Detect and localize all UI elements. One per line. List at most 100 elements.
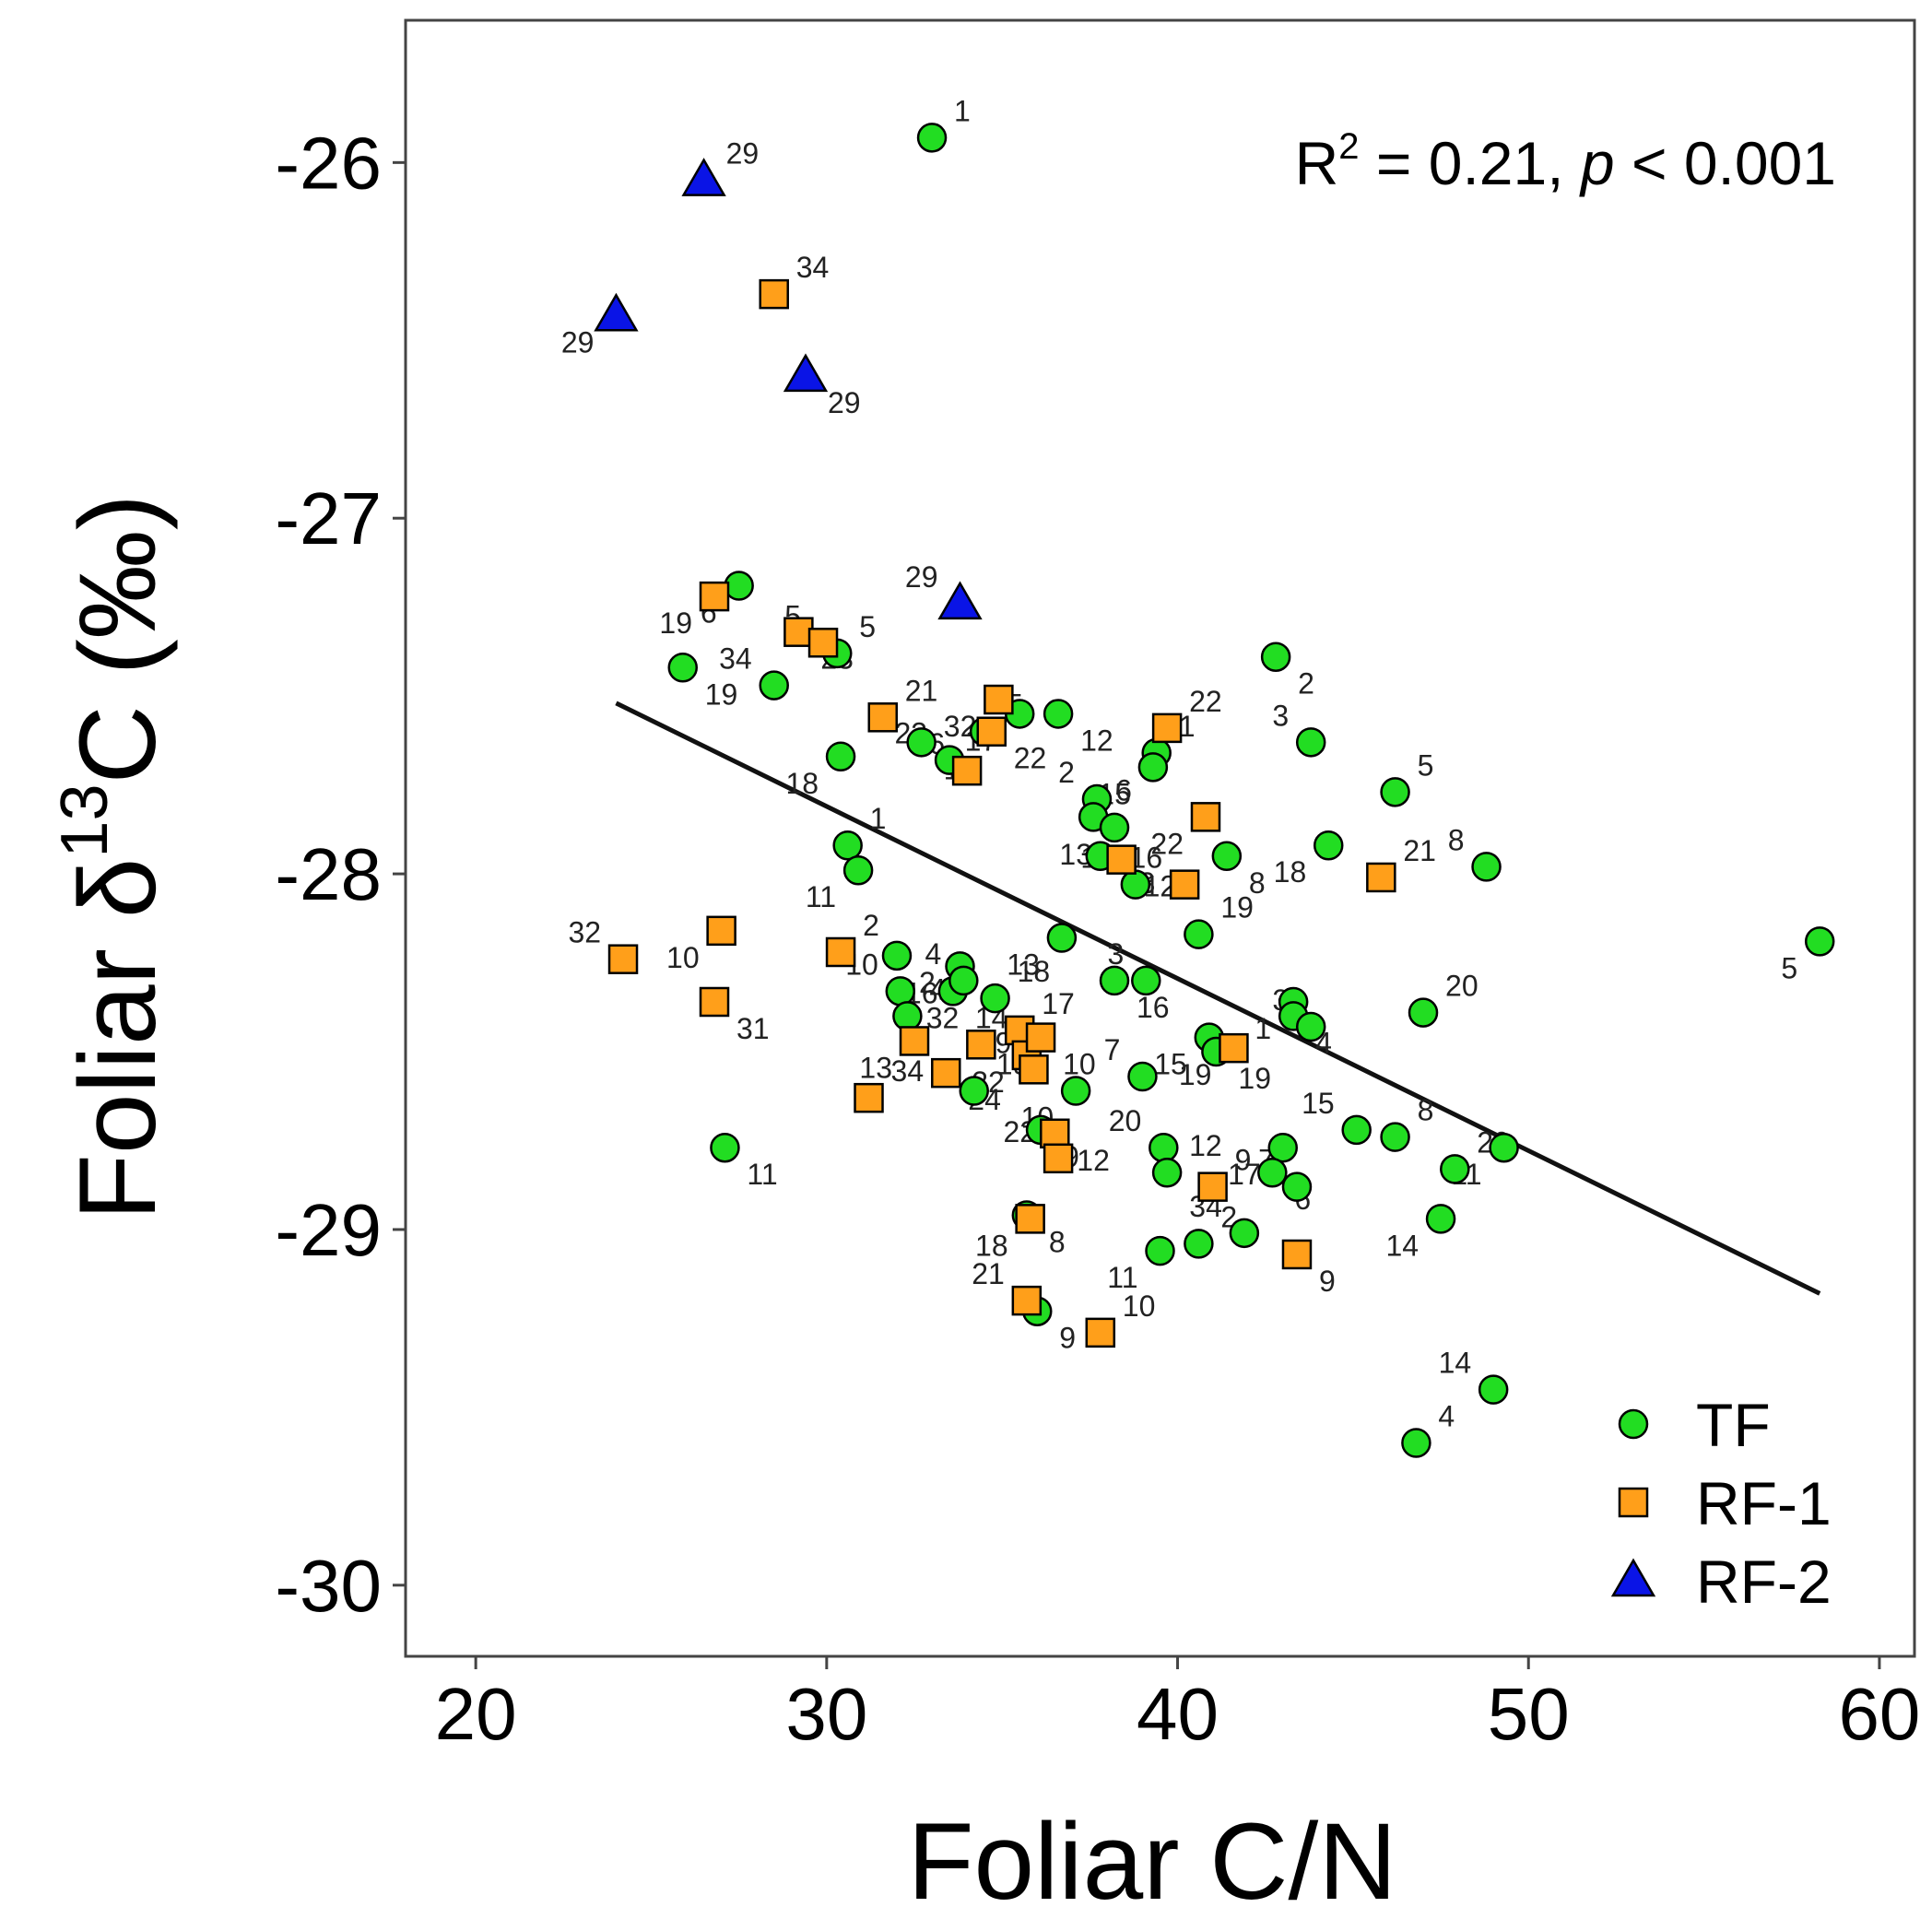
point-label: 13 bbox=[1007, 948, 1040, 982]
x-tick-label: 30 bbox=[785, 1673, 867, 1755]
data-point-tf bbox=[1267, 1132, 1298, 1163]
data-point-rf-2 bbox=[937, 581, 983, 620]
point-label: 8 bbox=[1249, 866, 1266, 900]
p-value: < 0.001 bbox=[1615, 129, 1836, 197]
point-label: 12 bbox=[1080, 724, 1113, 757]
legend-marker-tf bbox=[1618, 1408, 1649, 1440]
y-tick-label: -27 bbox=[275, 477, 382, 559]
data-point-tf bbox=[1060, 1076, 1091, 1106]
data-point-tf bbox=[1380, 777, 1410, 807]
point-label: 18 bbox=[1018, 955, 1051, 988]
point-label: 2 bbox=[1298, 667, 1314, 700]
point-label: 19 bbox=[705, 677, 738, 711]
point-label: 18 bbox=[1274, 855, 1307, 889]
point-label: 17 bbox=[1228, 1158, 1261, 1191]
data-point-tf bbox=[1127, 1061, 1158, 1092]
point-label: 9 bbox=[1319, 1265, 1336, 1298]
data-point-rf-1 bbox=[984, 684, 1014, 715]
data-point-tf bbox=[1380, 1122, 1410, 1152]
data-point-rf-1 bbox=[607, 944, 639, 974]
point-label: 15 bbox=[1302, 1087, 1335, 1120]
data-point-rf-1 bbox=[1281, 1239, 1313, 1270]
point-label: 22 bbox=[1189, 685, 1222, 718]
y-tick-label: -28 bbox=[275, 833, 382, 915]
point-label: 22 bbox=[1014, 742, 1047, 775]
point-label: 17 bbox=[1042, 987, 1075, 1020]
point-label: 13 bbox=[859, 1051, 892, 1084]
data-point-rf-1 bbox=[699, 986, 730, 1018]
data-point-tf bbox=[1401, 1428, 1431, 1458]
data-point-rf-1 bbox=[825, 936, 856, 968]
data-point-tf bbox=[667, 653, 699, 683]
point-label: 8 bbox=[1448, 823, 1465, 856]
data-point-tf bbox=[1184, 919, 1214, 949]
point-label: 12 bbox=[1077, 1144, 1110, 1177]
point-label: 5 bbox=[1418, 748, 1434, 782]
data-point-tf bbox=[1046, 923, 1078, 953]
y-axis-title-prefix: Foliar δ bbox=[57, 858, 179, 1221]
x-tick-label: 50 bbox=[1488, 1673, 1570, 1755]
fit-line-layer bbox=[615, 700, 1821, 1296]
data-point-rf-1 bbox=[759, 278, 789, 310]
x-axis: 20 30 40 50 60 bbox=[435, 1656, 1920, 1755]
data-point-rf-1 bbox=[1025, 1022, 1056, 1053]
point-label: 21 bbox=[905, 674, 938, 707]
point-label: 19 bbox=[1238, 1062, 1271, 1095]
data-point-tf bbox=[1131, 965, 1161, 996]
point-layer bbox=[594, 123, 1835, 1458]
point-label: 3 bbox=[1272, 699, 1289, 732]
data-point-rf-1 bbox=[1366, 862, 1396, 893]
x-tick-label: 40 bbox=[1137, 1673, 1219, 1755]
r-squared-sup: 2 bbox=[1338, 126, 1359, 167]
stats-annotation: R2 = 0.21, p < 0.001 bbox=[1295, 126, 1836, 197]
data-point-tf bbox=[948, 965, 979, 996]
data-point-tf bbox=[1151, 1157, 1183, 1188]
data-point-rf-1 bbox=[966, 1030, 996, 1060]
data-point-rf-1 bbox=[1197, 1171, 1228, 1202]
data-point-tf bbox=[1043, 699, 1074, 729]
data-point-rf-1 bbox=[1085, 1317, 1116, 1348]
data-point-tf bbox=[1099, 965, 1130, 996]
data-point-rf-1 bbox=[931, 1057, 961, 1089]
data-point-tf bbox=[881, 940, 913, 971]
p-symbol: p bbox=[1579, 129, 1615, 197]
point-label: 2 bbox=[863, 909, 879, 942]
point-label: 32 bbox=[926, 1001, 960, 1034]
point-label: 12 bbox=[1189, 1129, 1222, 1162]
data-point-tf bbox=[1478, 1374, 1509, 1405]
legend: TF RF-1 RF-2 bbox=[1610, 1391, 1832, 1616]
point-label: 2 bbox=[1058, 756, 1075, 789]
y-tick-label: -26 bbox=[275, 122, 382, 204]
point-label: 20 bbox=[1109, 1104, 1142, 1137]
point-label: 1 bbox=[954, 94, 971, 127]
point-label: 16 bbox=[1137, 991, 1170, 1024]
data-point-tf bbox=[842, 854, 874, 886]
data-point-tf bbox=[1295, 727, 1326, 758]
point-label: 1 bbox=[870, 802, 887, 835]
regression-line bbox=[615, 700, 1821, 1296]
point-label: 14 bbox=[1439, 1347, 1472, 1380]
point-label: 19 bbox=[1220, 891, 1254, 924]
data-point-rf-2 bbox=[594, 292, 639, 332]
data-point-rf-1 bbox=[976, 716, 1007, 747]
data-point-rf-2 bbox=[783, 353, 829, 393]
data-point-tf bbox=[1281, 1171, 1313, 1202]
data-point-tf bbox=[885, 976, 916, 1007]
data-point-tf bbox=[959, 1076, 989, 1106]
point-label: 5 bbox=[859, 610, 876, 643]
legend-label: RF-1 bbox=[1696, 1469, 1832, 1537]
point-label: 1 bbox=[1179, 710, 1196, 743]
point-label: 8 bbox=[1049, 1226, 1066, 1259]
point-label: 10 bbox=[1063, 1048, 1096, 1081]
point-label: 18 bbox=[975, 1229, 1008, 1262]
data-point-tf bbox=[1099, 812, 1130, 843]
data-point-rf-1 bbox=[899, 1026, 930, 1056]
data-point-rf-1 bbox=[1219, 1032, 1249, 1064]
y-axis-title-suffix: C (‰) bbox=[57, 494, 179, 784]
legend-marker-rf-1 bbox=[1618, 1487, 1649, 1518]
point-label: 20 bbox=[1445, 970, 1478, 1003]
point-label: 1 bbox=[1255, 1012, 1271, 1045]
point-label: 15 bbox=[1154, 1048, 1187, 1081]
point-label: 11 bbox=[1107, 1261, 1137, 1294]
data-point-tf bbox=[1295, 1011, 1326, 1042]
